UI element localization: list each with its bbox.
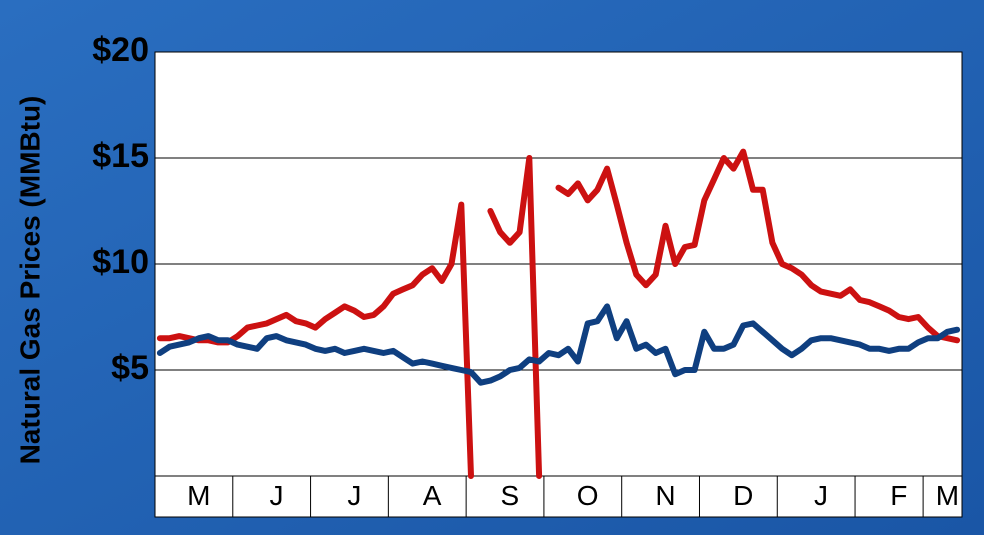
x-tick-label: J (270, 480, 284, 511)
x-tick-label: J (347, 480, 361, 511)
y-tick-label: $10 (92, 243, 149, 281)
x-tick-label: S (501, 480, 520, 511)
plot-area (154, 51, 963, 518)
x-tick-label: D (733, 480, 753, 511)
x-tick-label: M (187, 480, 210, 511)
y-tick-label: $20 (92, 31, 149, 69)
y-tick-label: $5 (111, 349, 149, 387)
x-tick-label: O (577, 480, 599, 511)
x-tick-label: J (814, 480, 828, 511)
series-line (156, 148, 961, 479)
y-axis-title: Natural Gas Prices (MMBtu) (14, 96, 45, 465)
x-tick-label: N (655, 480, 675, 511)
x-tick-label: F (890, 480, 907, 511)
y-tick-label: $15 (92, 137, 149, 175)
series-line (156, 303, 961, 386)
x-tick-label: M (936, 480, 959, 511)
x-tick-label: A (423, 480, 442, 511)
